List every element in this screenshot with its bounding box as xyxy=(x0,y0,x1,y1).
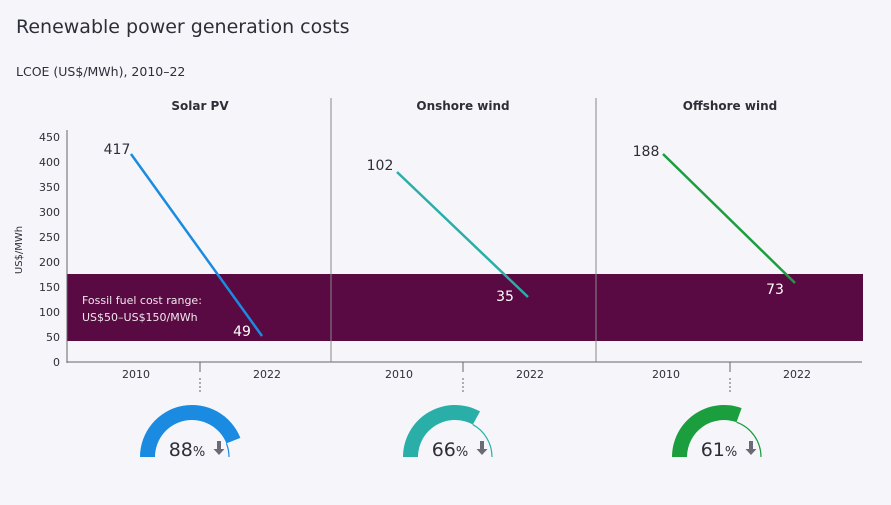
percent-value: 88 xyxy=(169,439,193,461)
series-line xyxy=(129,153,264,337)
percent-unit: % xyxy=(456,445,468,460)
gauge-fill xyxy=(140,404,241,457)
series-line xyxy=(396,171,529,298)
reduction-percent: 88% xyxy=(169,439,206,461)
y-tick-label: 300 xyxy=(39,206,60,219)
x-tick-label: 2010 xyxy=(652,368,680,381)
gauge-track xyxy=(736,421,762,458)
percent-unit: % xyxy=(725,445,737,460)
chart-title: Renewable power generation costs xyxy=(16,16,350,38)
x-tick-label: 2010 xyxy=(385,368,413,381)
reduction-percent: 66% xyxy=(432,439,469,461)
y-tick-label: 250 xyxy=(39,231,60,244)
y-tick-label: 0 xyxy=(53,356,60,369)
x-tick-label: 2010 xyxy=(122,368,150,381)
data-label-2022: 73 xyxy=(766,282,784,298)
panel-title: Onshore wind xyxy=(416,99,509,113)
gauge-track xyxy=(225,443,230,458)
fossil-fuel-band xyxy=(67,274,863,341)
x-tick-label: 2022 xyxy=(253,368,281,381)
band-label: US$50–US$150/MWh xyxy=(82,311,198,324)
down-arrow-icon xyxy=(745,441,757,455)
y-tick-label: 150 xyxy=(39,281,60,294)
y-tick-label: 50 xyxy=(46,331,60,344)
band-label: Fossil fuel cost range: xyxy=(82,294,202,307)
gauge-fill xyxy=(672,405,742,457)
y-tick-label: 200 xyxy=(39,256,60,269)
gauge-fill xyxy=(403,405,481,457)
down-arrow-icon xyxy=(476,441,488,455)
percent-unit: % xyxy=(193,445,205,460)
data-label-2022: 49 xyxy=(233,324,251,340)
panel-title: Solar PV xyxy=(171,99,229,113)
reduction-percent: 61% xyxy=(701,439,738,461)
gauge-track xyxy=(472,424,493,458)
y-tick-label: 350 xyxy=(39,181,60,194)
percent-value: 61 xyxy=(701,439,725,461)
data-label-2010: 188 xyxy=(633,144,660,160)
x-tick-label: 2022 xyxy=(516,368,544,381)
data-label-2010: 417 xyxy=(104,142,131,158)
y-tick-label: 400 xyxy=(39,156,60,169)
y-axis-label: US$/MWh xyxy=(14,226,25,274)
down-arrow-icon xyxy=(213,441,225,455)
chart-subtitle: LCOE (US$/MWh), 2010–22 xyxy=(16,64,186,79)
x-tick-label: 2022 xyxy=(783,368,811,381)
data-label-2022: 35 xyxy=(496,289,514,305)
data-label-2010: 102 xyxy=(367,158,394,174)
panel-title: Offshore wind xyxy=(683,99,777,113)
y-tick-label: 100 xyxy=(39,306,60,319)
percent-value: 66 xyxy=(432,439,456,461)
series-line xyxy=(662,153,796,284)
y-tick-label: 450 xyxy=(39,131,60,144)
